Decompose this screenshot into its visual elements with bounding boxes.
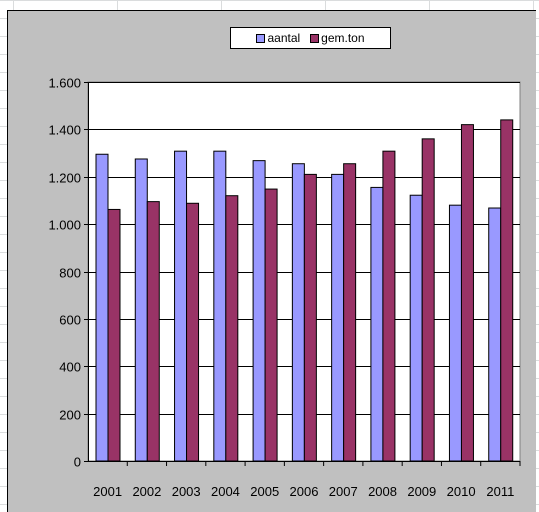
y-tick-label: 600 [59,313,81,328]
legend-label-gem-ton: gem.ton [321,31,365,45]
legend-swatch-gem-ton [310,33,320,43]
y-tick-label: 400 [59,360,81,375]
bar-aantal-2008 [370,186,384,462]
y-tick-label: 0 [74,455,81,470]
bar-gem-ton-2011 [500,119,514,462]
legend-label-aantal: aantal [267,31,301,45]
x-tick-label: 2002 [132,484,161,499]
y-tick-label: 1.400 [48,123,81,138]
x-tick-label: 2007 [329,484,358,499]
bar-gem-ton-2002 [146,201,160,462]
y-tick-label: 200 [59,408,81,423]
bar-aantal-2009 [409,194,423,462]
legend-item-gem-ton: gem.ton [310,31,365,45]
bar-gem-ton-2006 [303,173,317,462]
bar-gem-ton-2007 [343,163,357,462]
bar-gem-ton-2001 [107,208,121,462]
x-tick-label: 2001 [93,484,122,499]
legend-item-aantal: aantal [256,31,300,45]
bar-gem-ton-2004 [225,195,239,462]
bar-gem-ton-2009 [421,138,435,462]
bar-aantal-2002 [134,158,148,462]
y-tick-label: 1.200 [48,171,81,186]
bar-gem-ton-2005 [264,188,278,462]
bar-aantal-2004 [213,150,227,462]
bar-aantal-2011 [488,207,502,462]
chart-legend[interactable]: aantal gem.ton [230,27,391,49]
x-tick-label: 2011 [486,484,514,499]
bar-aantal-2006 [291,163,305,462]
bar-gem-ton-2003 [186,202,200,462]
y-tick-label: 800 [59,266,81,281]
x-tick-label: 2010 [447,484,476,499]
x-tick-label: 2006 [290,484,319,499]
bar-gem-ton-2010 [460,124,474,462]
x-tick-label: 2005 [250,484,279,499]
y-tick-label: 1.000 [48,218,81,233]
bar-aantal-2003 [174,150,188,462]
x-tick-label: 2004 [211,484,240,499]
x-tick-label: 2008 [368,484,397,499]
bar-aantal-2005 [252,160,266,462]
legend-swatch-aantal [256,33,266,43]
bar-aantal-2001 [95,153,109,462]
bar-aantal-2010 [448,204,462,462]
bar-gem-ton-2008 [382,150,396,462]
x-tick-label: 2009 [407,484,436,499]
y-tick-label: 1.600 [48,76,81,91]
x-tick-label: 2003 [172,484,201,499]
bar-aantal-2007 [331,173,345,462]
